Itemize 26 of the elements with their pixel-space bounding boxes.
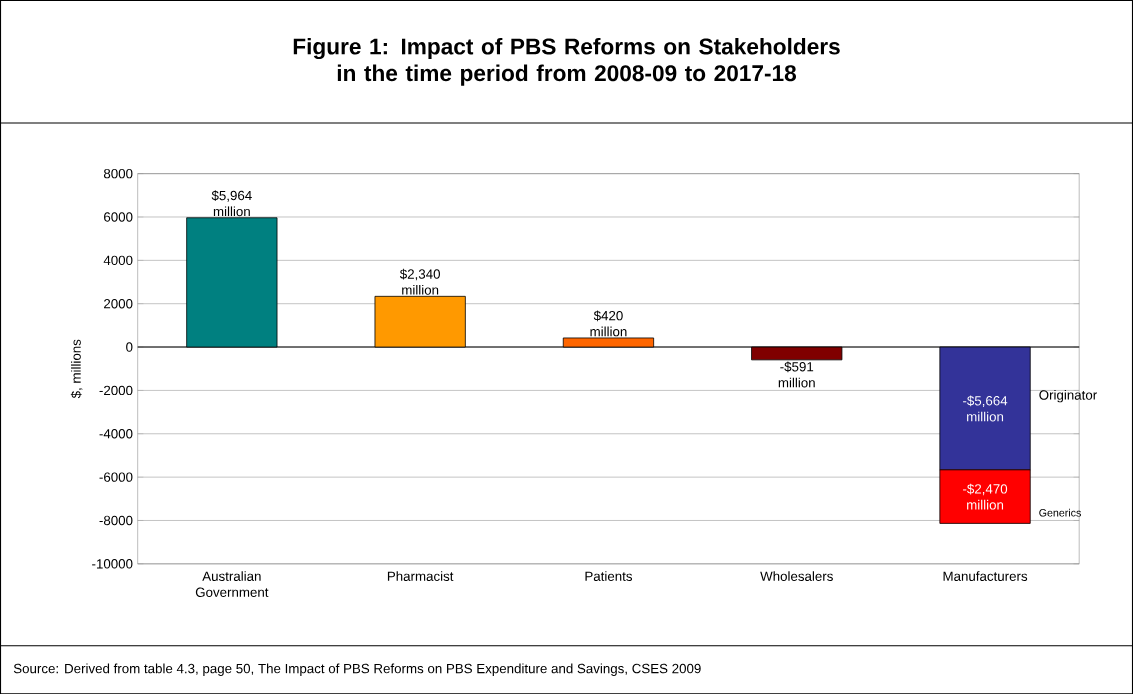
data-label: $5,964 million [211, 190, 252, 217]
data-label: $2,340 million [399, 268, 440, 295]
annotation: Generics [1039, 508, 1081, 517]
y-tick-label: 4000 [103, 255, 133, 265]
x-tick-label: Pharmacist [387, 571, 454, 581]
y-axis-title: $, millions [70, 339, 83, 399]
y-tick-label: -10000 [92, 559, 133, 569]
data-label: -$591 million [778, 361, 815, 388]
y-tick-label: -4000 [99, 428, 133, 439]
x-tick-label: Australian Government [195, 571, 269, 597]
y-tick-label: -6000 [99, 472, 133, 482]
x-tick-label: Manufacturers [943, 571, 1028, 581]
y-tick-label: -2000 [99, 385, 133, 396]
annotation: Originator [1039, 389, 1097, 403]
y-tick-label: 2000 [104, 298, 133, 309]
data-label: -$5,664 million [963, 395, 1008, 422]
x-tick-label: Patients [585, 571, 633, 581]
y-tick-label: 0 [126, 342, 133, 352]
data-label: -$2,470 million [963, 483, 1008, 510]
data-label: $420 million [590, 310, 627, 337]
x-tick-label: Wholesalers [760, 571, 833, 581]
y-tick-label: -8000 [99, 515, 133, 526]
source-note: Source: Derived from table 4.3, page 50, The Impact of PBS Reforms on PBS Expenditure and Savings, CSES 2009 [13, 663, 701, 676]
y-tick-label: 8000 [103, 168, 133, 179]
chart-title: Figure 1: Impact of PBS Reforms on Stakeholders in the time period from 2008-09 to 2017-18 [293, 37, 840, 86]
y-tick-label: 6000 [104, 212, 133, 222]
